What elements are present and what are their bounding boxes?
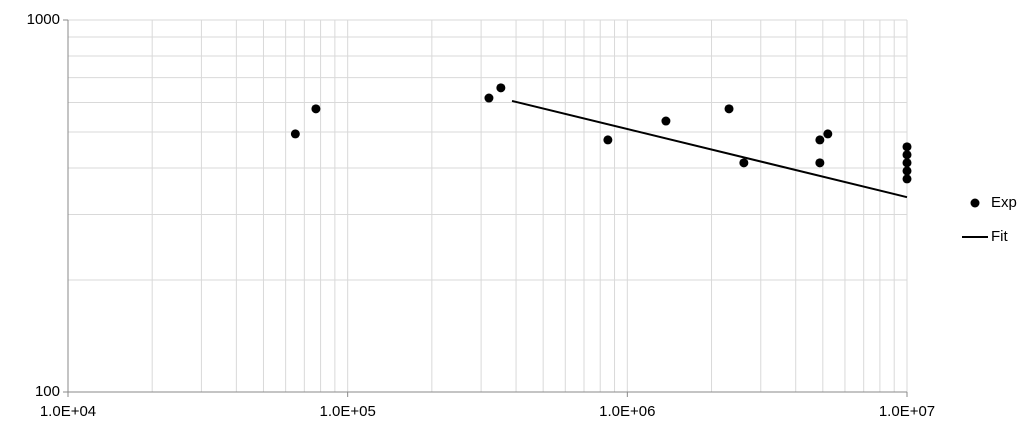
data-point: [823, 129, 833, 139]
data-point: [902, 150, 912, 160]
y-tick-label: 1000: [27, 11, 60, 28]
x-tick-label: 1.0E+07: [879, 403, 935, 420]
data-point: [902, 158, 912, 168]
legend-label: Fit: [991, 228, 1008, 245]
data-point: [661, 116, 671, 126]
x-tick-label: 1.0E+06: [599, 403, 655, 420]
legend-label: Exp: [991, 194, 1017, 211]
data-point: [311, 104, 321, 114]
data-point: [739, 158, 749, 168]
data-point: [290, 129, 300, 139]
legend-marker: [970, 198, 980, 208]
data-point: [815, 158, 825, 168]
y-tick-label: 100: [35, 383, 60, 400]
data-point: [496, 83, 506, 93]
x-tick-label: 1.0E+04: [40, 403, 96, 420]
data-point: [902, 166, 912, 176]
data-point: [902, 142, 912, 152]
fit-line: [511, 99, 908, 199]
data-point: [902, 174, 912, 184]
data-point: [603, 135, 613, 145]
data-point: [815, 135, 825, 145]
data-point: [484, 93, 494, 103]
data-point: [724, 104, 734, 114]
x-tick-label: 1.0E+05: [320, 403, 376, 420]
